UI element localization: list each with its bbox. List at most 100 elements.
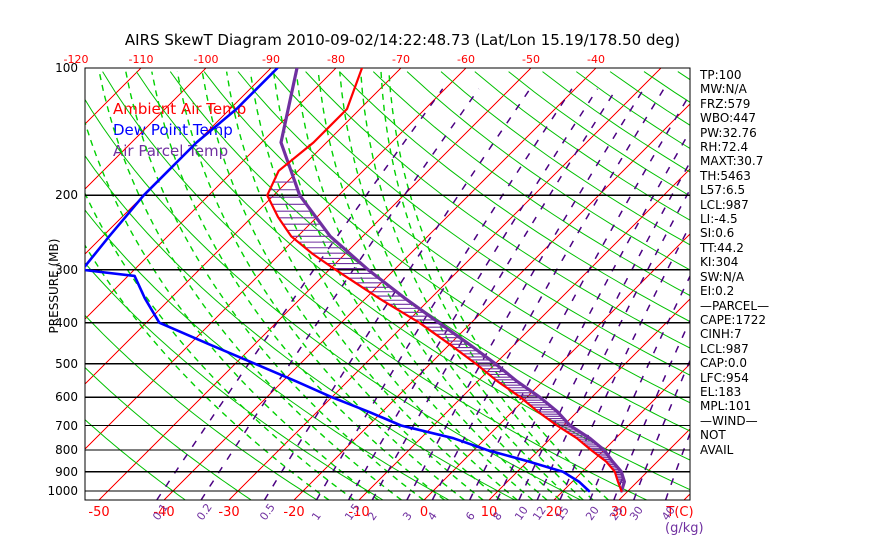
stat-line: SI:0.6 <box>700 226 735 241</box>
stat-line: —PARCEL— <box>700 298 770 313</box>
mixing-ratio-line <box>496 129 690 500</box>
dew-point-temp-curve <box>85 68 591 493</box>
moist-adiabat-line <box>225 71 502 500</box>
mixing-ratio-line <box>613 318 690 500</box>
temp-axis-title: T(C) <box>666 505 694 520</box>
dry-adiabat-line <box>237 71 690 404</box>
stat-line: —WIND— <box>700 413 758 428</box>
stat-line: LCL:987 <box>700 197 749 212</box>
stat-line: LI:-4.5 <box>700 212 738 227</box>
dry-adiabat-line <box>85 262 384 500</box>
bottom-temp-tick-label: 20 <box>545 505 563 520</box>
pressure-tick-label: 900 <box>55 464 78 479</box>
mixing-ratio-line <box>589 274 690 500</box>
dry-adiabat-line <box>85 209 450 500</box>
stat-line: WBO:447 <box>700 111 757 126</box>
moist-adiabat-line <box>295 71 548 500</box>
isotherm-line <box>228 68 662 500</box>
pressure-tick-label: 300 <box>55 262 78 277</box>
stat-line: FRZ:579 <box>700 96 751 111</box>
moist-adiabat-line <box>249 71 518 500</box>
stat-line: MW:N/A <box>700 82 747 97</box>
isotherm-line <box>814 68 870 500</box>
mixing-ratio-line <box>518 160 690 500</box>
moist-adiabat-line <box>380 71 594 500</box>
dry-adiabat-line <box>440 71 690 246</box>
stat-line: MPL:101 <box>700 399 752 414</box>
bottom-temp-tick-label: 0 <box>419 505 429 520</box>
stat-line: TH:5463 <box>700 168 751 183</box>
isotherm-line <box>85 68 207 190</box>
stat-line: TT:44.2 <box>700 240 744 255</box>
moist-adiabat-line <box>85 120 379 500</box>
bottom-temp-tick-label: -40 <box>153 505 175 520</box>
top-temp-tick-label: -90 <box>262 53 280 66</box>
top-temp-tick-label: -70 <box>392 53 410 66</box>
page-title: AIRS SkewT Diagram 2010-09-02/14:22:48.7… <box>124 31 681 49</box>
top-temp-tick-label: -120 <box>63 53 89 66</box>
stat-line: CAP:0.0 <box>700 356 747 371</box>
bottom-temp-tick-label: 10 <box>480 505 498 520</box>
dry-adiabat-line <box>271 71 690 376</box>
moist-adiabat-line <box>85 244 330 500</box>
moist-adiabat-line <box>85 191 355 500</box>
stat-line: CAPE:1722 <box>700 312 766 327</box>
isotherm-line <box>85 68 337 320</box>
top-temp-tick-label: -110 <box>128 53 154 66</box>
top-temp-tick-label: -100 <box>193 53 219 66</box>
ambient-air-temp-curve <box>266 68 623 493</box>
plot-frame <box>84 67 691 501</box>
dry-adiabat-line <box>372 71 690 297</box>
stat-line: PW:32.76 <box>700 125 757 140</box>
moist-adiabat-line <box>151 71 445 500</box>
pressure-tick-label: 700 <box>55 418 78 433</box>
stat-line: SW:N/A <box>700 269 745 284</box>
bottom-temp-tick-label: -10 <box>348 505 370 520</box>
moist-adiabat-line <box>176 71 465 500</box>
isotherm-line <box>85 68 467 450</box>
dry-adiabat-line <box>406 71 690 271</box>
dry-adiabat-line <box>203 71 690 432</box>
stat-line: CINH:7 <box>700 327 742 342</box>
isotherm-line <box>553 363 690 500</box>
mixing-ratio-line <box>347 88 599 500</box>
top-temp-tick-label: -40 <box>587 53 605 66</box>
mixing-ratio-line <box>263 88 531 500</box>
dry-adiabat-line <box>85 314 318 500</box>
stat-line: MAXT:30.7 <box>700 154 764 169</box>
isotherm-line <box>293 103 690 500</box>
stat-line: L57:6.5 <box>700 183 746 198</box>
top-temp-tick-label: -80 <box>327 53 345 66</box>
isotherm-line <box>85 68 272 255</box>
stats-panel: TP:100 MW:N/A FRZ:579 WBO:447 PW:32.76 RH:72.… <box>700 68 820 457</box>
pressure-tick-label: 200 <box>55 188 78 203</box>
moist-adiabat-line <box>125 71 425 500</box>
dry-adiabat-line <box>305 71 690 349</box>
isotherm-line <box>0 68 76 500</box>
stat-line: LFC:954 <box>700 370 749 385</box>
mixing-ratio-line <box>156 88 444 500</box>
pressure-tick-label: 500 <box>55 356 78 371</box>
dry-adiabat-line <box>339 71 690 323</box>
isotherm-line <box>423 233 690 500</box>
moist-adiabat-line <box>98 71 402 500</box>
dry-adiabat-line <box>169 71 690 461</box>
pressure-tick-label: 800 <box>55 443 78 458</box>
isotherm-line <box>0 68 11 500</box>
air-parcel-temp-curve <box>279 68 626 493</box>
moist-adiabat-line <box>317 71 561 500</box>
top-temp-tick-label: -60 <box>457 53 475 66</box>
pressure-tick-label: 400 <box>55 315 78 330</box>
mixing-ratio-line <box>406 88 645 500</box>
mixing-ratio-axis-title: (g/kg) <box>665 521 704 536</box>
mixing-ratio-line <box>559 223 690 500</box>
mixing-ratio-line <box>200 88 480 500</box>
bottom-temp-tick-label: -20 <box>283 505 305 520</box>
top-temp-tick-label: -50 <box>522 53 540 66</box>
dry-adiabat-line <box>85 366 252 500</box>
moist-adiabat-line <box>339 71 573 500</box>
isotherm-line <box>98 68 532 500</box>
dry-adiabat-line <box>85 98 582 500</box>
